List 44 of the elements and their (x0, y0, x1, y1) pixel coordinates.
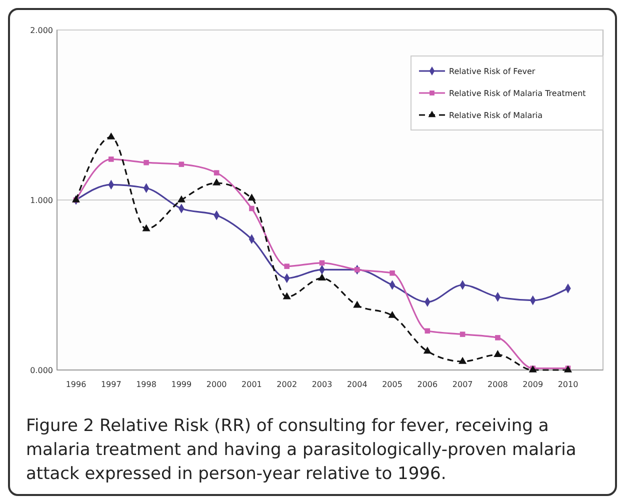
point (214, 170, 220, 176)
point (177, 195, 186, 202)
point (144, 160, 149, 166)
point (282, 292, 291, 300)
point (284, 264, 290, 269)
legend-label: Relative Risk of Malaria Treatment (449, 88, 586, 98)
point (495, 335, 500, 340)
x-tick-label: 2009 (522, 380, 544, 389)
x-tick-label: 1997 (100, 380, 122, 389)
x-tick-label: 2010 (558, 380, 578, 389)
y-tick-label: 0.000 (30, 366, 53, 375)
x-tick-label: 1998 (136, 380, 156, 389)
x-tick-label: 2000 (206, 380, 227, 389)
point (423, 346, 432, 354)
point (494, 350, 502, 358)
x-tick-label: 2002 (276, 380, 298, 389)
y-tick-label: 1.000 (30, 196, 53, 205)
point (354, 267, 360, 272)
x-tick-label: 1996 (66, 380, 86, 389)
x-tick-label: 2004 (346, 380, 368, 389)
point (388, 310, 396, 318)
point (142, 224, 150, 232)
x-tick-label: 2007 (452, 380, 473, 389)
point (390, 270, 395, 276)
legend-label: Relative Risk of Malaria (449, 110, 543, 120)
point (318, 274, 326, 281)
point (353, 300, 362, 308)
point (178, 162, 184, 167)
x-tick-label: 2001 (242, 380, 262, 389)
x-tick-label: 2008 (488, 380, 508, 389)
caption: Figure 2 Relative Risk (RR) of consulting for fever, receiving a malaria treatment and having a parasitologically-proven malaria attack expressed in person-year relative to 1996. (25, 415, 578, 486)
point (458, 356, 467, 364)
point (108, 156, 114, 162)
point (212, 178, 221, 186)
point (248, 194, 256, 201)
legend-label: Relative Risk of Fever (449, 66, 536, 76)
x-tick-label: 2006 (417, 380, 438, 389)
x-tick-label: 2003 (312, 380, 332, 389)
x-tick-label: 2005 (382, 380, 402, 389)
point (249, 206, 254, 212)
y-tick-label: 2.000 (30, 26, 53, 35)
point (460, 332, 466, 337)
point (107, 132, 116, 140)
x-tick-label: 1999 (171, 380, 192, 389)
